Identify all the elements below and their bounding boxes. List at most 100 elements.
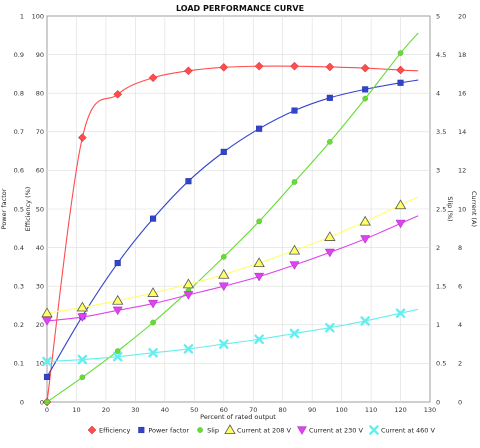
legend-item[interactable]: Current at 208 V — [224, 424, 292, 435]
data-point — [148, 299, 159, 309]
cur-axis-tick-label: 18 — [458, 51, 466, 59]
data-point — [360, 235, 371, 244]
pf-axis-tick-label: 0 — [20, 398, 24, 406]
legend-item[interactable]: Power factor — [138, 426, 190, 435]
data-point — [326, 94, 333, 101]
data-point — [77, 354, 88, 365]
data-point — [253, 257, 265, 268]
data-point — [324, 248, 335, 258]
slip-axis-tick-label: 1.5 — [436, 283, 446, 291]
pf-axis-tick-label: 0.1 — [14, 360, 24, 368]
legend-marker — [138, 426, 145, 434]
data-point — [254, 334, 264, 345]
eff-axis-tick-label: 30 — [36, 283, 44, 291]
data-point — [77, 313, 88, 322]
data-point — [395, 219, 406, 229]
series-power-factor — [43, 79, 419, 380]
data-point — [113, 90, 123, 99]
data-point — [78, 133, 87, 142]
grid-lines — [47, 16, 430, 402]
pf-axis-tick-label: 0.5 — [14, 205, 24, 213]
data-point — [397, 79, 404, 86]
data-point — [396, 65, 405, 75]
data-point — [147, 287, 159, 297]
data-point — [220, 148, 227, 155]
data-point — [79, 374, 86, 381]
x-tick-label: 90 — [308, 406, 316, 414]
eff-axis-tick-label: 60 — [36, 167, 44, 175]
legend-label: Current at 230 V — [309, 427, 364, 435]
data-point — [148, 73, 158, 83]
x-tick-label: 120 — [394, 406, 406, 414]
legend-marker — [224, 424, 236, 435]
data-point — [218, 339, 229, 349]
data-point — [185, 178, 192, 185]
x-tick-label: 100 — [335, 406, 347, 414]
legend-item[interactable]: Current at 460 V — [369, 425, 436, 435]
data-point — [183, 344, 194, 354]
cur-axis-tick-label: 16 — [458, 90, 466, 98]
legend-item[interactable]: Slip — [197, 427, 219, 435]
slip-axis-tick-label: 1 — [436, 321, 440, 329]
slip-axis-tick-label: 4.5 — [436, 51, 446, 59]
x-tick-label: 10 — [72, 406, 80, 414]
legend-item[interactable]: Current at 230 V — [296, 426, 364, 435]
cur-axis-tick-label: 0 — [458, 398, 462, 406]
legend-item[interactable]: Efficiency — [87, 425, 130, 435]
cur-axis-tick-label: 20 — [458, 12, 466, 20]
series-current-at-208-v — [41, 196, 419, 318]
pf-axis-tick-label: 0.2 — [14, 321, 24, 329]
legend: Efficiency Power factor Slip Current at 208… — [87, 424, 436, 435]
data-point — [114, 348, 121, 354]
slip-axis-tick-label: 0 — [436, 398, 440, 406]
data-point — [325, 322, 335, 333]
data-point — [325, 62, 335, 72]
data-point — [360, 316, 370, 326]
x-tick-label: 40 — [161, 406, 169, 414]
series-line — [46, 308, 419, 363]
pf-axis-tick-label: 1 — [20, 12, 24, 20]
data-point — [290, 61, 299, 71]
data-point — [76, 301, 89, 312]
eff-axis-tick-label: 20 — [36, 321, 44, 329]
legend-marker — [369, 425, 379, 435]
data-point — [183, 291, 194, 300]
eff-axis-tick-label: 100 — [32, 12, 44, 20]
cur-axis-tick-label: 8 — [458, 244, 462, 252]
data-point — [394, 199, 407, 210]
data-point — [359, 215, 371, 226]
data-point — [41, 307, 53, 318]
pf-axis-tick-label: 0.8 — [14, 90, 24, 98]
data-point — [114, 259, 121, 267]
x-tick-label: 0 — [45, 406, 49, 414]
data-point — [256, 218, 262, 225]
data-point — [362, 86, 369, 93]
pf-axis-tick-label: 0.3 — [14, 283, 24, 291]
cur-axis-tick-label: 6 — [458, 283, 462, 291]
data-point — [220, 254, 227, 260]
data-point — [360, 63, 370, 73]
data-point — [184, 66, 193, 76]
data-point — [256, 125, 263, 132]
legend-label: Current at 460 V — [381, 427, 436, 435]
eff-axis-tick-label: 90 — [36, 51, 44, 59]
data-point — [150, 215, 157, 222]
x-axis-title: Percent of rated output — [200, 413, 276, 421]
data-point — [112, 351, 123, 362]
chart-title: LOAD PERFORMANCE CURVE — [176, 4, 304, 13]
data-point — [182, 278, 195, 289]
data-point — [254, 272, 265, 282]
x-tick-label: 60 — [220, 406, 228, 414]
data-point — [112, 294, 124, 305]
data-point — [362, 95, 368, 102]
legend-label: Efficiency — [99, 427, 130, 435]
pf-axis-tick-label: 0.4 — [14, 244, 24, 252]
x-tick-label: 20 — [102, 406, 110, 414]
data-point — [291, 179, 298, 185]
data-point — [218, 268, 230, 279]
pf-axis-title: Power factor — [0, 188, 8, 229]
legend-label: Power factor — [148, 427, 189, 435]
slip-axis-tick-label: 3 — [436, 167, 440, 175]
x-tick-label: 70 — [249, 406, 257, 414]
data-point — [291, 107, 298, 114]
